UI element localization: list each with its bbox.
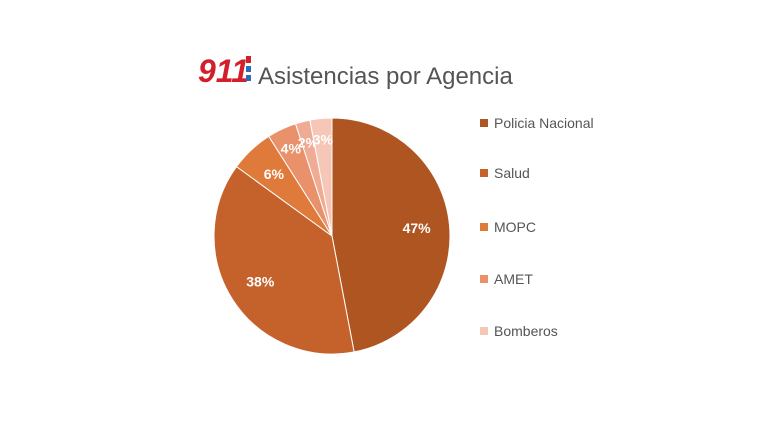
data-label-value: 6 (264, 166, 272, 182)
pie-slice (331, 117, 451, 353)
data-label: 47% (403, 220, 432, 236)
data-label-value: 2 (298, 134, 306, 150)
legend-label: Policia Nacional (494, 115, 594, 131)
legend-swatch (480, 275, 488, 283)
pie-slice (309, 117, 333, 237)
logo-icon (246, 56, 251, 63)
legend-swatch (480, 327, 488, 335)
data-label-value: 38 (246, 274, 262, 290)
pie-slice (213, 165, 355, 355)
chart-title: Asistencias por Agencia (258, 63, 513, 90)
data-label-value: 3 (313, 132, 321, 148)
legend-label: Salud (494, 165, 530, 181)
legend-swatch (480, 169, 488, 177)
logo-icon (246, 66, 251, 72)
legend-item: Salud (480, 164, 594, 183)
data-label: 6% (264, 166, 285, 182)
legend-item: AMET (480, 270, 594, 289)
legend-item: Bomberos (480, 322, 594, 341)
legend-label: Bomberos (494, 323, 558, 339)
legend-swatch (480, 223, 488, 231)
data-label-value: 4 (281, 140, 289, 156)
legend-item: MOPC (480, 218, 594, 237)
legend-label: AMET (494, 271, 533, 287)
legend-label: MOPC (494, 219, 536, 235)
data-label: 38% (246, 274, 275, 290)
data-label-value: 47 (403, 220, 419, 236)
logo-icon (246, 75, 251, 81)
data-label: 4% (281, 140, 302, 156)
legend-item: Policia Nacional (480, 114, 594, 133)
data-label: 3% (313, 132, 334, 148)
legend-swatch (480, 119, 488, 127)
logo: 911 (198, 53, 249, 89)
